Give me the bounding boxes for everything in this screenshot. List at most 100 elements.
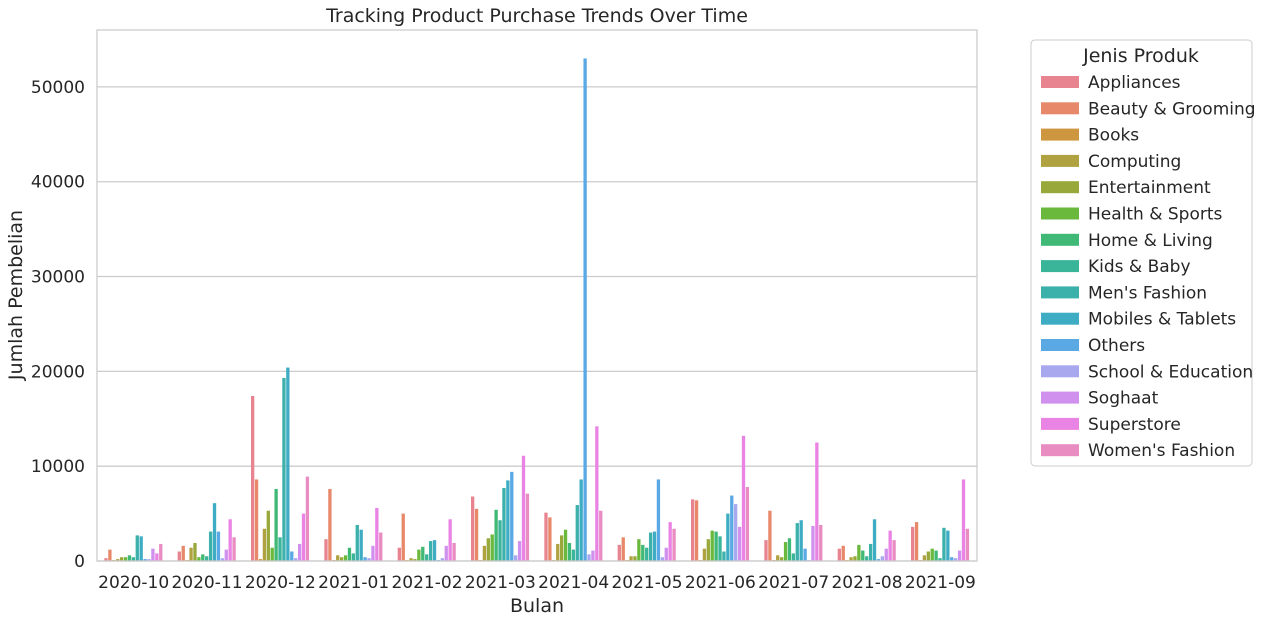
bar xyxy=(428,541,433,561)
legend: Jenis Produk Appliances Beauty & Grooming… xyxy=(1030,39,1256,467)
bar xyxy=(270,547,274,561)
bar xyxy=(783,542,788,561)
bar xyxy=(841,545,845,561)
bar xyxy=(815,442,819,561)
bar xyxy=(297,543,302,561)
bar xyxy=(652,531,657,561)
legend-swatch xyxy=(1041,417,1079,430)
bar xyxy=(892,540,896,561)
bar xyxy=(795,523,799,561)
x-tick-label: 2021-02 xyxy=(391,573,462,593)
bar xyxy=(486,538,490,561)
bar xyxy=(228,519,232,561)
bar xyxy=(425,554,429,561)
bar xyxy=(278,537,282,561)
bar xyxy=(525,493,530,561)
bar xyxy=(336,555,340,561)
bar xyxy=(181,545,185,561)
bar xyxy=(104,558,108,561)
bar xyxy=(587,554,591,561)
bar xyxy=(254,479,259,561)
bar xyxy=(452,542,456,561)
legend-swatch xyxy=(1041,444,1079,457)
bar xyxy=(232,537,236,561)
legend-item-label: Soghaat xyxy=(1088,389,1159,409)
bar xyxy=(745,487,750,561)
bar xyxy=(189,547,193,561)
bar xyxy=(506,480,510,561)
bars xyxy=(104,58,970,561)
bar xyxy=(521,455,526,561)
legend-item-label: Kids & Baby xyxy=(1088,257,1191,277)
bar xyxy=(363,557,367,561)
bar xyxy=(779,557,784,561)
bar xyxy=(409,558,413,561)
bar xyxy=(212,503,217,561)
legend-box xyxy=(1030,39,1253,467)
bar xyxy=(914,522,919,561)
x-tick-label: 2021-09 xyxy=(905,573,976,593)
bar xyxy=(379,532,383,561)
bar xyxy=(490,534,494,561)
bar xyxy=(262,528,267,561)
y-tick-label: 40000 xyxy=(31,173,85,193)
legend-item-label: Mobiles & Tablets xyxy=(1088,310,1236,330)
bar xyxy=(556,543,560,561)
bar xyxy=(375,507,379,561)
bar xyxy=(575,505,579,561)
legend-swatch xyxy=(1041,339,1079,351)
bar xyxy=(595,426,599,561)
bar xyxy=(448,519,452,561)
bar xyxy=(617,544,621,561)
bar xyxy=(208,531,213,561)
bar xyxy=(471,496,475,561)
bar xyxy=(946,530,950,561)
bar xyxy=(177,551,181,561)
bar xyxy=(205,556,209,561)
bar xyxy=(621,537,625,561)
bar xyxy=(135,535,139,561)
bar xyxy=(482,545,487,561)
bar xyxy=(787,538,792,561)
bar xyxy=(347,547,352,561)
bar xyxy=(355,524,359,561)
x-tick-label: 2021-03 xyxy=(465,573,536,593)
bar xyxy=(224,549,228,561)
bar xyxy=(591,550,595,561)
y-axis-label: Jumlah Pembelian xyxy=(5,210,27,381)
bar xyxy=(961,479,966,561)
x-tick-label: 2021-08 xyxy=(831,573,902,593)
bar xyxy=(339,557,344,561)
bar xyxy=(938,558,942,561)
bar xyxy=(359,529,363,561)
bar xyxy=(351,553,356,561)
bar xyxy=(730,495,734,561)
legend-swatch xyxy=(1041,233,1079,246)
legend-swatch xyxy=(1041,102,1079,115)
bar xyxy=(922,555,927,561)
bar xyxy=(950,557,954,561)
legend-swatch xyxy=(1041,312,1079,325)
x-axis: 2020-10 2020-11 2020-12 2021-01 2021-02 2021-… xyxy=(98,573,976,593)
bar xyxy=(872,519,877,561)
bar xyxy=(290,551,294,561)
y-tick-label: 10000 xyxy=(31,457,85,477)
bar xyxy=(413,559,417,561)
bar xyxy=(421,546,425,561)
legend-swatch xyxy=(1041,128,1079,141)
bar xyxy=(714,531,718,561)
bar xyxy=(837,548,841,561)
bar xyxy=(734,504,738,561)
bar xyxy=(514,555,518,561)
bar xyxy=(710,530,714,561)
legend-item-label: Women's Fashion xyxy=(1088,441,1235,461)
x-tick-label: 2021-01 xyxy=(318,573,389,593)
y-tick-label: 20000 xyxy=(31,362,85,382)
bar xyxy=(880,556,884,561)
bar xyxy=(131,557,136,561)
bar xyxy=(567,542,572,561)
bar xyxy=(672,528,676,561)
bar xyxy=(965,528,970,561)
bar xyxy=(151,548,155,561)
bar xyxy=(660,557,664,561)
